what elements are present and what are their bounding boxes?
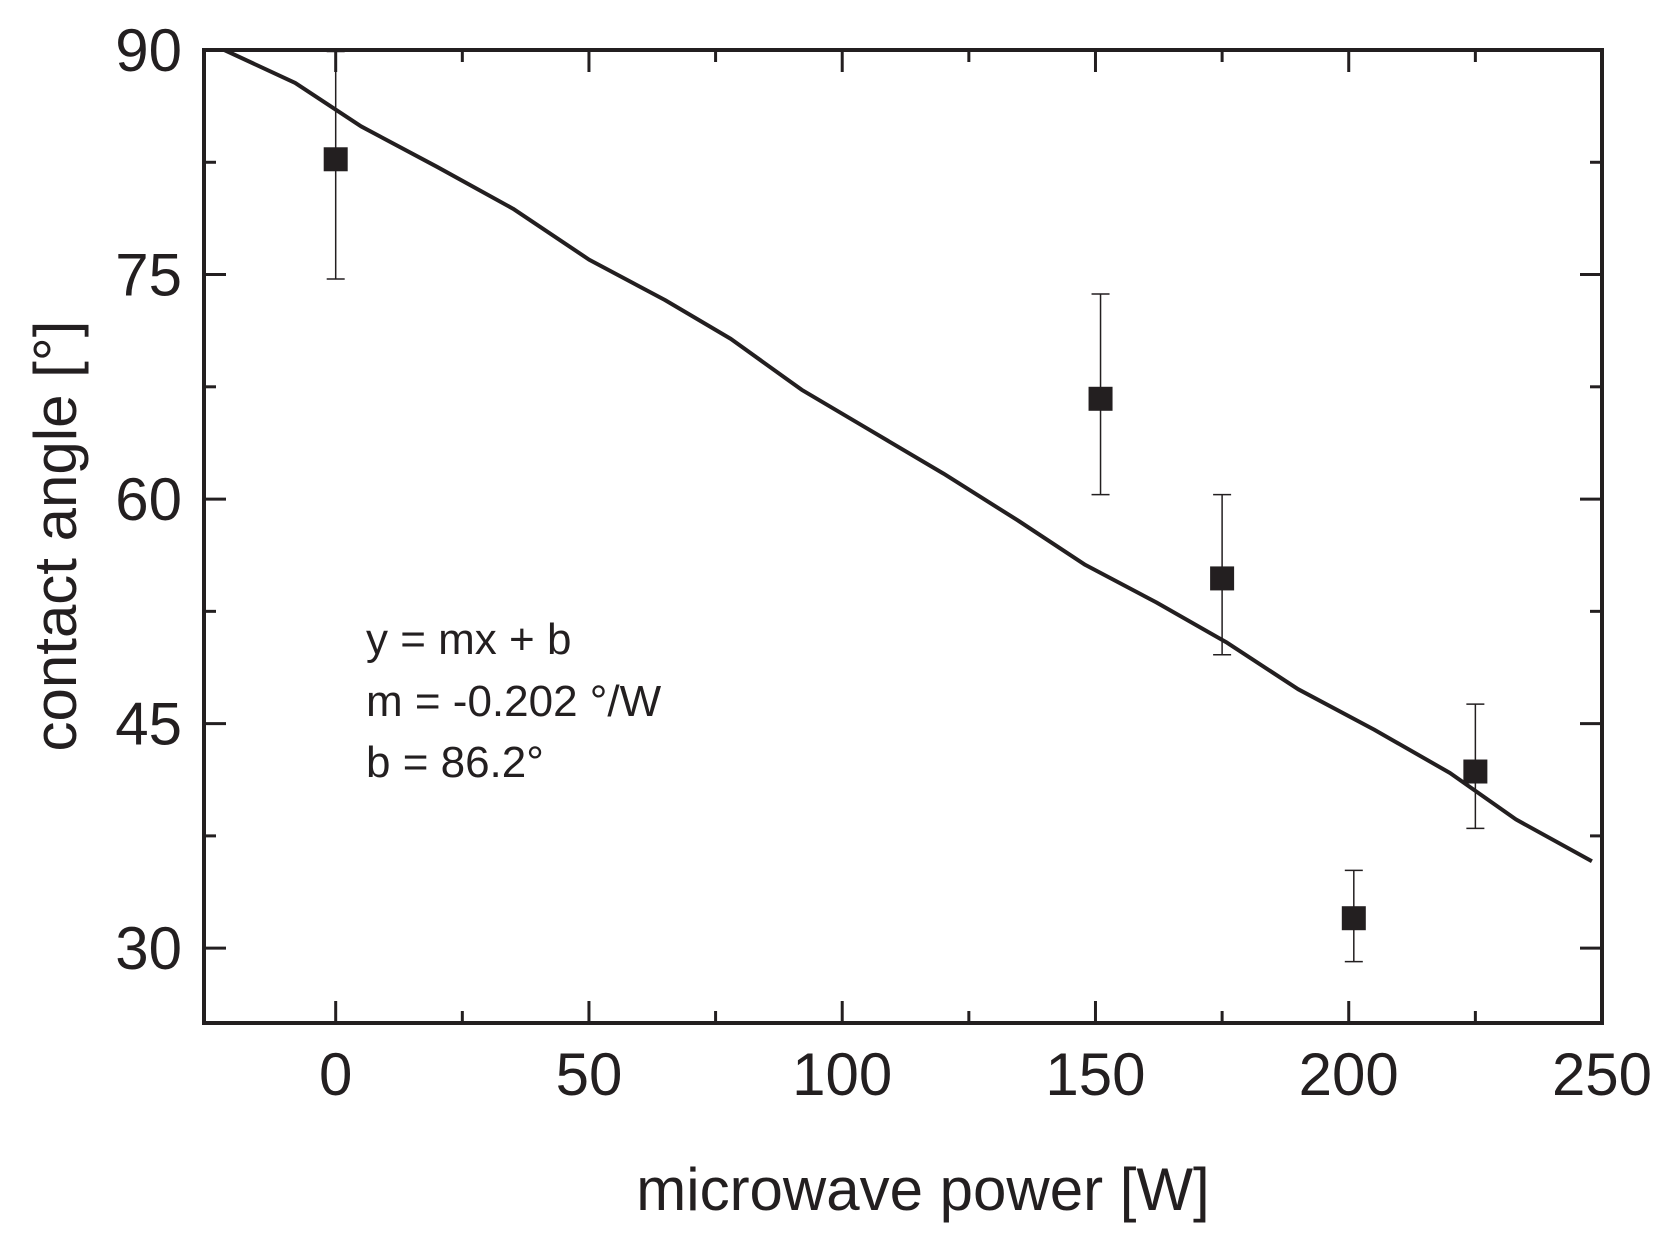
data-point xyxy=(1463,759,1488,784)
y-axis-ticks: 30 45 60 75 90 xyxy=(115,17,1602,982)
data-point-group xyxy=(323,50,348,280)
x-tick-label: 150 xyxy=(1045,1041,1145,1108)
y-tick-label: 90 xyxy=(115,17,182,84)
x-axis-ticks: 0 50 100 150 200 250 xyxy=(319,50,1652,1108)
x-tick-label: 250 xyxy=(1552,1041,1652,1108)
x-tick-label: 50 xyxy=(556,1041,623,1108)
annotation-line-1: y = mx + b xyxy=(366,615,571,664)
data-point-group xyxy=(1341,869,1366,963)
y-tick-label: 45 xyxy=(115,691,182,758)
data-point-group xyxy=(1463,703,1488,830)
y-tick-label: 30 xyxy=(115,915,182,982)
annotation-line-3: b = 86.2° xyxy=(366,738,544,787)
y-axis-title: contact angle [°] xyxy=(22,321,89,752)
plot-area xyxy=(223,48,1593,963)
data-point xyxy=(1210,566,1235,591)
x-axis-title: microwave power [W] xyxy=(636,1156,1209,1223)
x-tick-label: 200 xyxy=(1299,1041,1399,1108)
y-tick-label: 75 xyxy=(115,242,182,309)
data-point xyxy=(1341,906,1366,931)
data-point-group xyxy=(1210,493,1235,656)
data-point xyxy=(323,147,348,172)
fit-annotation: y = mx + b m = -0.202 °/W b = 86.2° xyxy=(366,615,662,787)
data-point xyxy=(1088,386,1113,411)
data-point-group xyxy=(1088,293,1113,496)
x-tick-label: 100 xyxy=(792,1041,892,1108)
y-tick-label: 60 xyxy=(115,466,182,533)
x-tick-label: 0 xyxy=(319,1041,352,1108)
fit-line xyxy=(223,48,1593,864)
annotation-line-2: m = -0.202 °/W xyxy=(366,677,662,726)
plot-frame xyxy=(202,48,1604,1025)
